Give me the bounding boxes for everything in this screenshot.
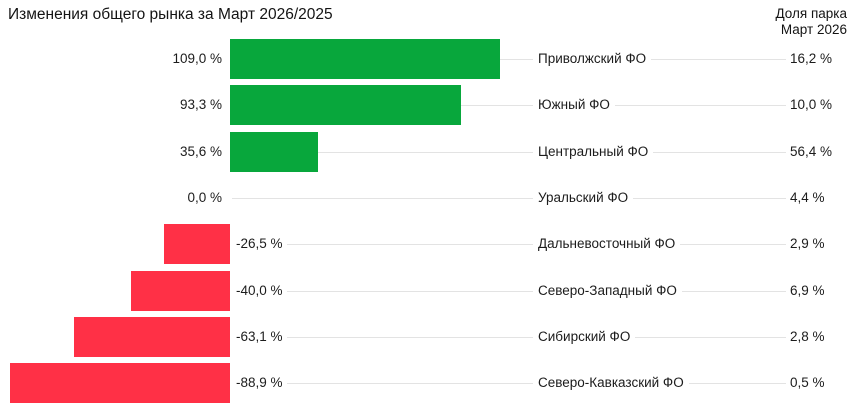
- change-value-label: -63,1 %: [232, 328, 287, 345]
- change-value-label: 0,0 %: [187, 189, 222, 206]
- share-value-label: 2,8 %: [786, 328, 825, 345]
- region-label: Дальневосточный ФО: [533, 236, 681, 253]
- leader-line: [232, 383, 787, 385]
- share-value-label: 4,4 %: [786, 189, 825, 206]
- leader-line: [232, 336, 787, 338]
- leader-line: [232, 59, 787, 60]
- change-value-label: -40,0 %: [232, 282, 287, 299]
- region-label: Северо-Западный ФО: [533, 282, 682, 299]
- chart-title: Изменения общего рынка за Март 2026/2025: [8, 6, 333, 23]
- region-label: Приволжский ФО: [533, 51, 652, 67]
- region-label: Южный ФО: [533, 97, 615, 114]
- region-label: Сибирский ФО: [533, 328, 636, 345]
- change-value-label: 35,6 %: [179, 143, 222, 160]
- region-label: Северо-Кавказский ФО: [533, 375, 689, 392]
- negative-bar: [164, 224, 230, 265]
- share-value-label: 2,9 %: [786, 236, 825, 253]
- leader-line: [232, 105, 787, 107]
- share-header-line2: Март 2026: [780, 22, 847, 37]
- leader-line: [232, 151, 787, 153]
- positive-bar: [230, 85, 461, 126]
- share-value-label: 16,2 %: [786, 51, 833, 67]
- region-label: Центральный ФО: [533, 143, 654, 160]
- change-value-label: -88,9 %: [232, 375, 287, 392]
- change-value-label: -26,5 %: [232, 236, 287, 253]
- leader-line: [232, 197, 787, 199]
- share-column-header: Доля парка Март 2026: [776, 6, 847, 38]
- positive-bar: [230, 131, 318, 172]
- share-value-label: 6,9 %: [786, 282, 825, 299]
- negative-bar: [10, 363, 230, 404]
- negative-bar: [131, 270, 230, 311]
- change-value-label: 109,0 %: [172, 51, 222, 67]
- positive-bar: [230, 39, 500, 79]
- leader-line: [232, 290, 787, 292]
- share-value-label: 0,5 %: [786, 375, 825, 392]
- share-value-label: 56,4 %: [786, 143, 833, 160]
- share-header-line1: Доля парка: [775, 6, 847, 21]
- share-value-label: 10,0 %: [786, 97, 833, 114]
- region-label: Уральский ФО: [533, 189, 634, 206]
- leader-line: [232, 244, 787, 246]
- change-value-label: 93,3 %: [179, 97, 222, 114]
- negative-bar: [74, 316, 230, 357]
